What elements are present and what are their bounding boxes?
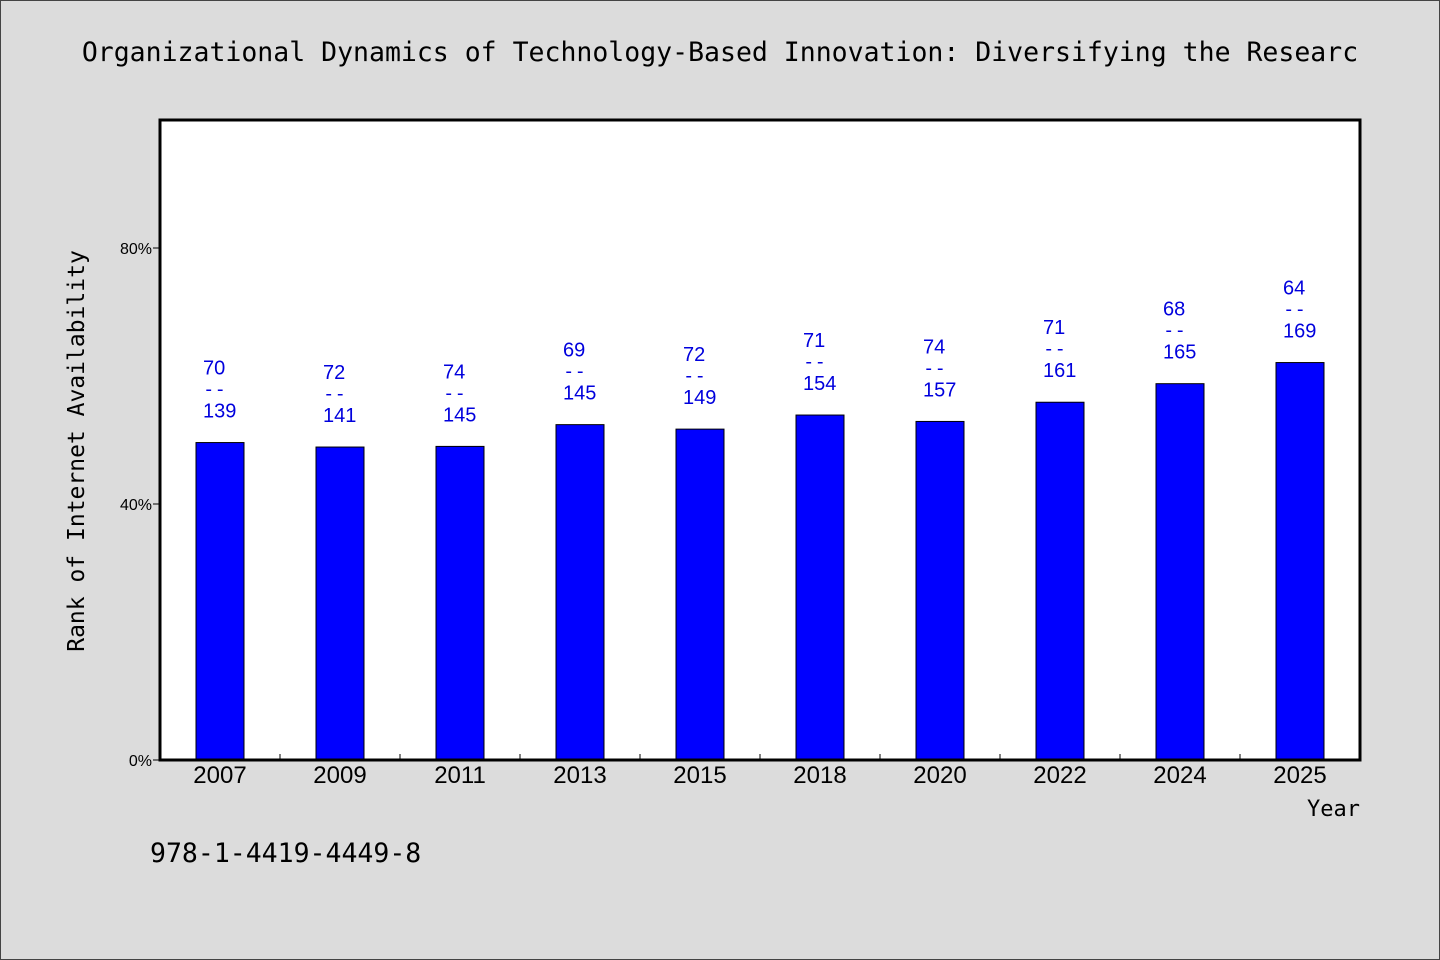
data-label-rank: 68	[1163, 299, 1185, 321]
data-label-separator: --	[563, 361, 586, 383]
x-tick-label: 2025	[1273, 762, 1326, 789]
data-label-rank: 74	[923, 336, 945, 358]
data-label-total: 139	[203, 401, 236, 423]
y-axis-label: Rank of Internet Availability	[64, 250, 90, 652]
data-label-rank: 64	[1283, 278, 1305, 300]
x-tick-label: 2015	[673, 762, 726, 789]
data-label-separator: --	[1043, 338, 1066, 360]
data-label: 64--169	[1283, 278, 1316, 343]
isbn-footer: 978-1-4419-4449-8	[150, 838, 421, 869]
data-label: 74--145	[443, 361, 476, 426]
data-label-separator: --	[1163, 320, 1186, 342]
data-label-rank: 71	[803, 330, 825, 352]
data-label: 71--154	[803, 330, 836, 395]
x-tick-label: 2013	[553, 762, 606, 789]
x-tick-label: 2024	[1153, 762, 1206, 789]
x-tick-label: 2007	[193, 762, 246, 789]
data-label-total: 157	[923, 379, 956, 401]
data-label-separator: --	[323, 383, 346, 405]
bar-2009	[315, 446, 365, 761]
data-label-total: 165	[1163, 342, 1196, 364]
x-tick-label: 2022	[1033, 762, 1086, 789]
bar-2020	[915, 420, 965, 761]
data-label-rank: 69	[563, 340, 585, 362]
data-label: 74--157	[923, 336, 956, 401]
data-label: 71--161	[1043, 317, 1076, 382]
bar-2011	[435, 445, 485, 761]
data-label-separator: --	[683, 365, 706, 387]
chart-title: Organizational Dynamics of Technology-Ba…	[82, 37, 1358, 68]
y-tick-label: 40%	[120, 497, 152, 514]
chart-marks: 0%40%80%200770--139200972--141201174--14…	[120, 241, 1327, 789]
x-tick-label: 2011	[434, 762, 486, 789]
bar-2013	[555, 424, 605, 761]
bar-2018	[795, 414, 845, 761]
data-label: 69--145	[563, 340, 596, 405]
data-label-rank: 74	[443, 361, 465, 383]
data-label-separator: --	[203, 379, 226, 401]
data-label-total: 149	[683, 387, 716, 409]
data-label-total: 141	[323, 405, 356, 427]
data-label: 70--139	[203, 358, 236, 423]
bar-2024	[1155, 383, 1205, 761]
x-tick-label: 2020	[913, 762, 966, 789]
y-tick-label: 0%	[129, 753, 152, 770]
bar-2007	[195, 442, 245, 761]
data-label-total: 169	[1283, 321, 1316, 343]
data-label: 72--149	[683, 344, 716, 409]
y-tick-label: 80%	[120, 241, 152, 258]
data-label-rank: 71	[1043, 317, 1065, 339]
data-label-rank: 72	[683, 344, 705, 366]
data-label-total: 154	[803, 373, 836, 395]
data-label: 72--141	[323, 362, 356, 427]
bar-2025	[1275, 362, 1325, 761]
data-label-separator: --	[803, 351, 826, 373]
x-axis-label: Year	[1307, 797, 1360, 822]
x-tick-label: 2009	[313, 762, 366, 789]
data-label-total: 145	[443, 404, 476, 426]
data-label-total: 161	[1043, 360, 1076, 382]
data-label-separator: --	[1283, 299, 1306, 321]
plot-frame	[158, 118, 1362, 762]
data-label: 68--165	[1163, 299, 1196, 364]
bar-2015	[675, 428, 725, 761]
data-label-rank: 72	[323, 362, 345, 384]
bar-2022	[1035, 401, 1085, 761]
data-label-separator: --	[443, 382, 466, 404]
data-label-rank: 70	[203, 358, 225, 380]
data-label-separator: --	[923, 357, 946, 379]
x-tick-label: 2018	[793, 762, 846, 789]
data-label-total: 145	[563, 383, 596, 405]
